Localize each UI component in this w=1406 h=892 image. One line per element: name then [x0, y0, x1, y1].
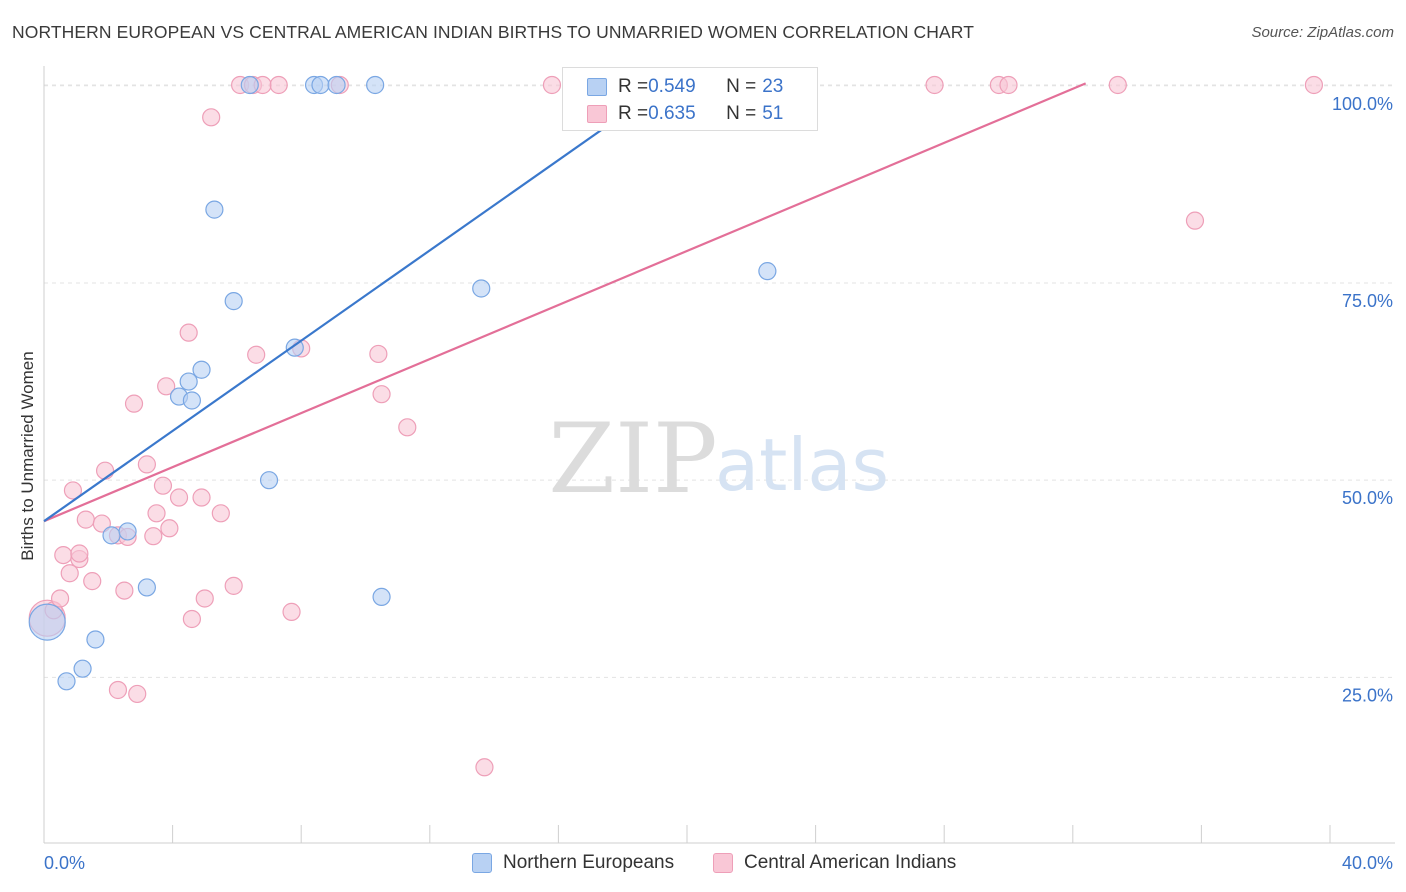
central-american-indians-point [192, 488, 211, 507]
northern-europeans-point [192, 360, 211, 379]
northern-europeans-point [118, 522, 137, 541]
northern-europeans-point [472, 279, 491, 298]
series-legend: Northern Europeans Central American Indi… [0, 852, 1406, 878]
northern-europeans-point [182, 391, 201, 410]
northern-europeans-point [137, 578, 156, 597]
central-american-indians-point [1304, 75, 1324, 95]
central-american-indians-point [398, 418, 417, 437]
central-american-indians-point [157, 377, 176, 396]
central-american-indians-point [70, 544, 89, 563]
legend-n-value: 51 [762, 103, 784, 124]
source-credit: Source: ZipAtlas.com [1251, 24, 1394, 41]
northern-europeans-trend-line [43, 82, 669, 523]
pink-swatch-icon [587, 105, 607, 123]
central-american-indians-point [76, 510, 95, 529]
central-american-indians-point [128, 684, 147, 704]
central-american-indians-point [179, 323, 198, 342]
central-american-indians-point [169, 488, 189, 507]
legend-n-label: N = [726, 76, 757, 97]
central-american-indians-point [92, 514, 111, 533]
central-american-indians-point [999, 75, 1018, 95]
central-american-indians-point [54, 545, 73, 565]
central-american-indians-point [542, 75, 562, 95]
legend-n-value: 23 [762, 76, 784, 97]
central-american-indians-point [144, 527, 163, 546]
central-american-indians-point [282, 602, 301, 621]
northern-europeans-point [224, 292, 243, 311]
watermark-zip: ZIP [548, 403, 717, 515]
central-american-indians-point [60, 564, 79, 583]
legend-r-label: R = [618, 103, 649, 124]
legend-item-central-american-indians[interactable]: Central American Indians [713, 852, 956, 874]
central-american-indians-point [124, 394, 144, 413]
central-american-indians-point [224, 576, 243, 595]
central-american-indians-point [83, 572, 102, 591]
x-tick-max: 40.0% [1341, 853, 1393, 873]
central-american-indians-point [108, 680, 128, 700]
northern-europeans-point [28, 603, 66, 641]
northern-europeans-point [758, 262, 777, 281]
legend-row-northern-europeans: R = 0.549 N = 23 [587, 73, 783, 101]
y-tick-label: 50.0% [1342, 488, 1393, 508]
central-american-indians-point [115, 581, 134, 600]
chart-title: NORTHERN EUROPEAN VS CENTRAL AMERICAN IN… [12, 22, 975, 42]
northern-europeans-point [179, 372, 198, 391]
trend-lines [43, 82, 1087, 523]
northern-europeans-point [327, 75, 346, 95]
legend-r-label: R = [618, 76, 649, 97]
watermark-atlas: atlas [715, 423, 889, 507]
pink-square-icon [713, 853, 733, 873]
central-american-indians-point [269, 75, 288, 95]
central-american-indians-point [925, 75, 944, 95]
x-tick-min: 0.0% [44, 853, 86, 873]
central-american-indians-point [202, 108, 221, 127]
central-american-indians-point [195, 589, 214, 608]
northern-europeans-point [311, 75, 330, 95]
blue-square-icon [472, 853, 492, 873]
central-american-indians-point [95, 461, 115, 480]
central-american-indians-point [1185, 211, 1205, 230]
northern-europeans-point [57, 672, 76, 691]
central-american-indians-point [211, 504, 230, 523]
central-american-indians-point [247, 345, 266, 364]
legend-r-value: 0.635 [648, 103, 696, 124]
legend-item-label: Northern Europeans [503, 852, 675, 873]
central-american-indians-point [182, 609, 201, 629]
northern-europeans-point [205, 200, 224, 219]
legend-r-value: 0.549 [648, 76, 696, 97]
central-american-indians-point [372, 385, 391, 404]
central-american-indians-point [63, 481, 83, 500]
northern-europeans-point [240, 75, 259, 95]
correlation-legend: R = 0.549 N = 23 R = 0.635 N = 51 [562, 67, 818, 131]
blue-swatch-icon [587, 78, 607, 96]
y-tick-label: 100.0% [1332, 94, 1393, 114]
legend-item-label: Central American Indians [744, 852, 957, 873]
central-american-indians-point [1108, 75, 1127, 95]
axes [43, 66, 1395, 844]
central-american-indians-point [137, 455, 156, 474]
northern-europeans-point [73, 659, 92, 678]
legend-n-label: N = [726, 103, 757, 124]
central-american-indians-point [369, 344, 388, 364]
northern-europeans-point [86, 630, 105, 649]
central-american-indians-trend-line [43, 82, 1087, 523]
northern-europeans-point [259, 471, 279, 490]
central-american-indians-point [147, 504, 166, 523]
legend-row-central-american-indians: R = 0.635 N = 51 [587, 100, 783, 128]
northern-europeans-point [372, 587, 391, 607]
y-tick-label: 75.0% [1342, 291, 1393, 311]
central-american-indians-point [160, 519, 179, 538]
gridlines [44, 84, 1395, 678]
central-american-indians-point [475, 758, 494, 777]
central-american-indians-point [50, 589, 70, 608]
y-tick-labels: 25.0% 50.0% 75.0% 100.0% [1332, 94, 1393, 706]
northern-europeans-point [366, 75, 385, 95]
northern-europeans-point [102, 526, 121, 545]
legend-item-northern-europeans[interactable]: Northern Europeans [472, 852, 674, 874]
northern-europeans-points [28, 75, 777, 691]
central-american-indians-point [153, 476, 173, 495]
y-tick-label: 25.0% [1342, 685, 1393, 705]
